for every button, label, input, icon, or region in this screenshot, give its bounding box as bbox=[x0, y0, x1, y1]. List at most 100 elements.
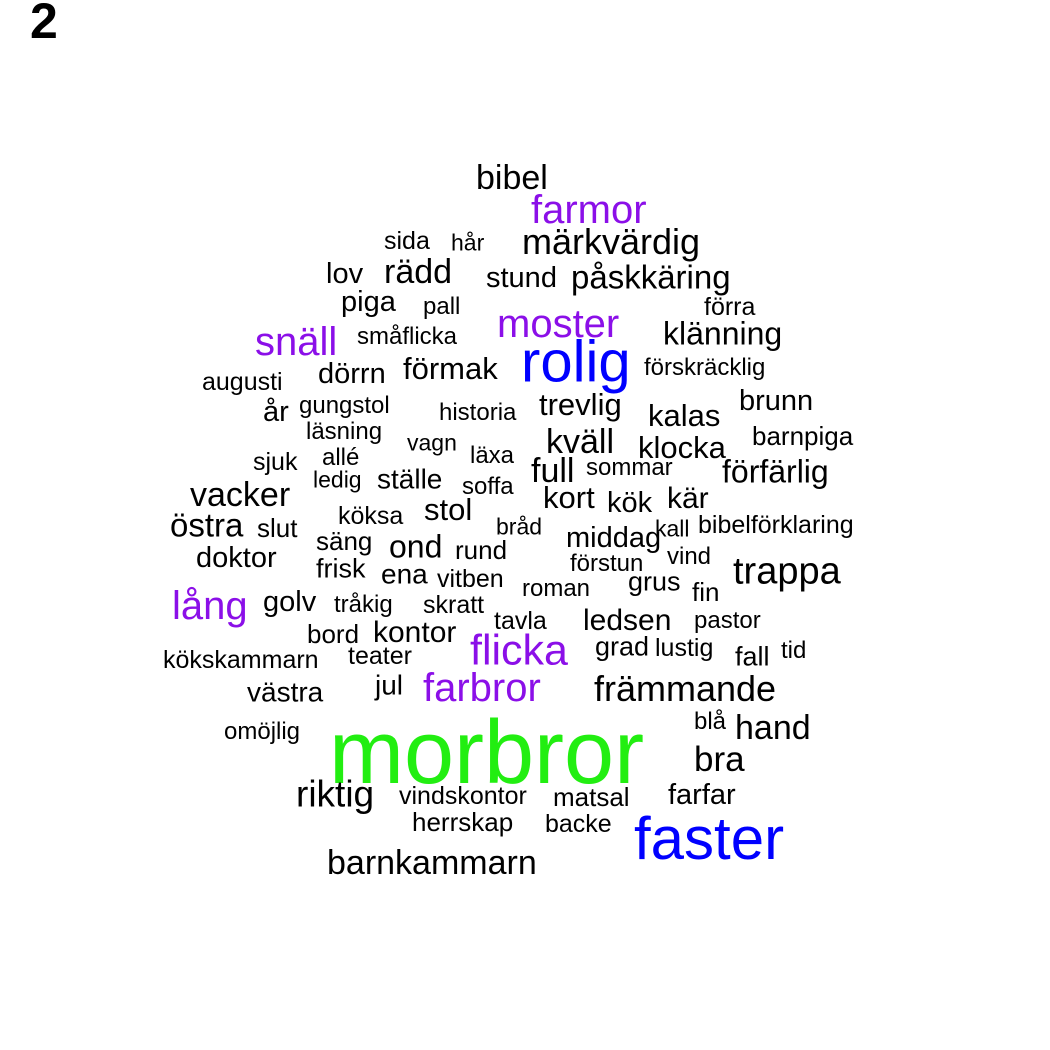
cloud-word: lov bbox=[326, 257, 364, 290]
cloud-word: ond bbox=[389, 528, 443, 565]
cloud-word: främmande bbox=[594, 668, 777, 710]
cloud-word: småflicka bbox=[357, 322, 458, 350]
cloud-word: golv bbox=[263, 585, 317, 618]
cloud-word: trevlig bbox=[539, 387, 622, 423]
cloud-word: kär bbox=[667, 482, 709, 515]
cloud-word: slut bbox=[257, 513, 298, 544]
cloud-word: gungstol bbox=[299, 391, 390, 419]
cloud-word: köksa bbox=[338, 502, 404, 530]
cloud-word: farfar bbox=[668, 778, 736, 811]
cloud-word: rolig bbox=[521, 329, 631, 395]
cloud-word: lustig bbox=[655, 634, 714, 662]
cloud-word: sida bbox=[384, 227, 430, 255]
cloud-word: backe bbox=[545, 810, 612, 838]
cloud-word: klocka bbox=[638, 430, 726, 466]
cloud-word: teater bbox=[348, 642, 412, 670]
cloud-word: allé bbox=[322, 443, 360, 471]
cloud-word: vitben bbox=[437, 565, 504, 593]
cloud-word: vagn bbox=[407, 429, 457, 456]
cloud-word: stund bbox=[486, 261, 557, 294]
cloud-word: pastor bbox=[694, 606, 761, 634]
cloud-word: snäll bbox=[255, 320, 338, 364]
cloud-word: barnkammarn bbox=[327, 843, 537, 882]
cloud-word: moster bbox=[497, 302, 620, 346]
cloud-word: herrskap bbox=[412, 807, 514, 838]
cloud-word: soffa bbox=[462, 472, 514, 500]
cloud-word: riktig bbox=[296, 773, 375, 815]
cloud-word: hår bbox=[451, 229, 485, 256]
cloud-word: förfärlig bbox=[722, 453, 829, 490]
cloud-word: piga bbox=[341, 285, 396, 318]
cloud-word: påskkäring bbox=[571, 258, 731, 296]
cloud-word: middag bbox=[566, 521, 662, 554]
cloud-word: farbror bbox=[423, 666, 541, 710]
cloud-word: tid bbox=[781, 636, 807, 664]
cloud-word: skratt bbox=[423, 591, 485, 619]
cloud-word: ställe bbox=[377, 463, 443, 495]
cloud-word: rund bbox=[455, 535, 508, 566]
cloud-word: bibel bbox=[476, 158, 548, 197]
cloud-word: kväll bbox=[546, 422, 615, 461]
cloud-word: kall bbox=[655, 515, 690, 542]
cloud-word: kök bbox=[607, 486, 653, 519]
cloud-word: sommar bbox=[586, 453, 673, 481]
cloud-word: vindskontor bbox=[399, 782, 527, 810]
cloud-word: bråd bbox=[496, 513, 543, 540]
cloud-word: förstun bbox=[570, 549, 644, 577]
cloud-word: förra bbox=[704, 293, 756, 321]
cloud-word: fall bbox=[735, 641, 770, 672]
cloud-word: bra bbox=[694, 740, 745, 779]
cloud-word: doktor bbox=[196, 541, 277, 574]
cloud-word: kort bbox=[543, 480, 595, 516]
cloud-word: faster bbox=[634, 805, 785, 872]
cloud-word: ena bbox=[381, 558, 428, 590]
cloud-word: västra bbox=[247, 676, 324, 708]
cloud-word: dörrn bbox=[318, 357, 386, 390]
cloud-word: kalas bbox=[648, 398, 721, 434]
cloud-word: roman bbox=[522, 574, 591, 602]
cloud-word: ledsen bbox=[583, 604, 672, 637]
cloud-word: ledig bbox=[313, 466, 362, 493]
cloud-word: läsning bbox=[306, 417, 383, 445]
cloud-word: märkvärdig bbox=[522, 221, 701, 263]
cloud-word: tråkig bbox=[334, 590, 393, 618]
cloud-word: omöjlig bbox=[224, 717, 301, 745]
cloud-word: full bbox=[531, 451, 575, 490]
cloud-word: frisk bbox=[316, 553, 366, 584]
cloud-word: sjuk bbox=[253, 448, 298, 476]
cloud-word: blå bbox=[694, 707, 727, 735]
cloud-word: vacker bbox=[190, 475, 291, 514]
cloud-word: pall bbox=[423, 292, 461, 320]
cloud-word: säng bbox=[316, 526, 373, 557]
cloud-word: lång bbox=[172, 584, 248, 628]
cloud-word: stol bbox=[424, 492, 473, 528]
cloud-word: trappa bbox=[733, 550, 841, 593]
cloud-word: läxa bbox=[470, 441, 515, 469]
cloud-word: jul bbox=[375, 669, 404, 701]
cloud-word: brunn bbox=[739, 384, 814, 417]
cloud-word: bord bbox=[307, 619, 360, 650]
cloud-word: grus bbox=[628, 566, 681, 597]
cloud-word: grad bbox=[595, 631, 650, 662]
cloud-word: kontor bbox=[373, 616, 457, 649]
cloud-word: historia bbox=[439, 398, 517, 426]
cloud-word: år bbox=[263, 395, 289, 428]
cloud-word: farmor bbox=[531, 188, 647, 232]
cloud-word: tavla bbox=[494, 607, 547, 635]
cloud-word: matsal bbox=[553, 782, 630, 813]
panel-label: 2 bbox=[30, 0, 58, 49]
cloud-word: klänning bbox=[663, 315, 783, 352]
cloud-word: barnpiga bbox=[752, 421, 854, 452]
cloud-word: morbror bbox=[329, 703, 645, 803]
cloud-word: augusti bbox=[202, 368, 283, 396]
cloud-word: kökskammarn bbox=[163, 646, 319, 674]
cloud-word: flicka bbox=[470, 626, 568, 675]
cloud-word: hand bbox=[735, 708, 811, 747]
cloud-word: bibelförklaring bbox=[698, 511, 854, 539]
cloud-word: förskräcklig bbox=[644, 353, 766, 381]
cloud-word: förmak bbox=[403, 351, 498, 387]
cloud-word: vind bbox=[667, 542, 712, 570]
cloud-word: rädd bbox=[384, 252, 453, 291]
cloud-word: östra bbox=[170, 506, 244, 544]
